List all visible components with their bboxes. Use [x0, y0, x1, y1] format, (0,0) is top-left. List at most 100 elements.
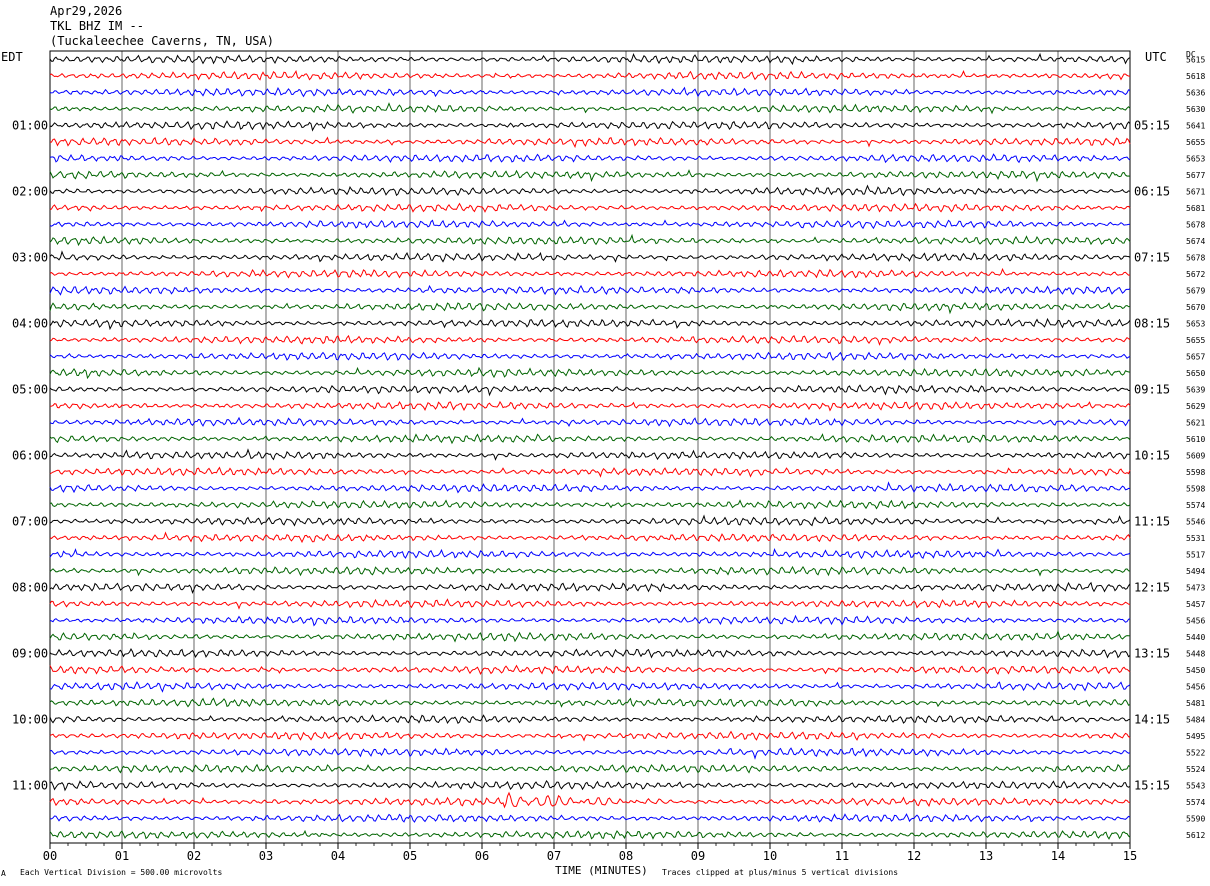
trace-row: [49, 614, 1131, 627]
trace-row: [49, 384, 1130, 397]
trace-row: [50, 136, 1131, 149]
dc-offset-label: 5494: [1186, 567, 1205, 576]
x-tick-label: 07: [547, 849, 561, 863]
right-hour-label: 08:15: [1134, 316, 1170, 330]
x-tick-label: 01: [115, 849, 129, 863]
trace-row: [49, 629, 1131, 643]
right-hour-label: 15:15: [1134, 778, 1170, 792]
trace-row: [49, 184, 1131, 197]
dc-offset-label: 5484: [1186, 715, 1205, 724]
dc-offset-label: 5524: [1186, 765, 1205, 774]
dc-offset-label: 5609: [1186, 451, 1205, 460]
trace-row: [49, 664, 1131, 676]
dc-offset-label: 5650: [1186, 369, 1205, 378]
trace-row: [49, 102, 1131, 115]
trace-row: [49, 514, 1131, 527]
dc-offset-label: 5590: [1186, 814, 1205, 823]
dc-offset-label: 5610: [1186, 435, 1205, 444]
x-tick-label: 10: [763, 849, 777, 863]
trace-row: [49, 284, 1131, 296]
x-tick-label: 12: [907, 849, 921, 863]
x-tick-label: 14: [1051, 849, 1065, 863]
dc-offset-label: 5681: [1186, 204, 1205, 213]
left-hour-label: 07:00: [12, 514, 48, 528]
trace-row: [49, 763, 1131, 774]
trace-row: [49, 466, 1131, 478]
station-location: (Tuckaleechee Caverns, TN, USA): [50, 34, 274, 48]
local-timezone-label: EDT: [1, 50, 23, 64]
dc-offset-label: 5598: [1186, 484, 1205, 493]
x-tick-label: 04: [331, 849, 345, 863]
dc-offset-label: 5629: [1186, 402, 1205, 411]
trace-row: [49, 69, 1131, 81]
dc-offset-label: 5657: [1186, 352, 1205, 361]
trace-row: [49, 86, 1131, 98]
trace-row: [49, 433, 1131, 445]
dc-offset-label: 5636: [1186, 88, 1205, 97]
left-hour-label: 10:00: [12, 712, 48, 726]
right-hour-label: 05:15: [1134, 118, 1170, 132]
x-tick-label: 08: [619, 849, 633, 863]
x-tick-label: 11: [835, 849, 849, 863]
trace-row: [49, 565, 1131, 577]
dc-offset-label: 5672: [1186, 270, 1205, 279]
dc-offset-label: 5473: [1186, 583, 1205, 592]
dc-offset-label: 5653: [1186, 319, 1205, 328]
dc-offset-label: 5621: [1186, 418, 1205, 427]
right-hour-label: 06:15: [1134, 184, 1170, 198]
dc-offset-label: 5677: [1186, 171, 1205, 180]
dc-offset-label: 5641: [1186, 121, 1205, 130]
right-hour-label: 07:15: [1134, 250, 1170, 264]
left-hour-label: 06:00: [12, 448, 48, 462]
x-tick-label: 02: [187, 849, 201, 863]
station-code: TKL BHZ IM --: [50, 19, 144, 33]
trace-row: [49, 548, 1131, 560]
trace-row: [49, 52, 1131, 66]
trace-row: [49, 829, 1131, 840]
trace-row: [49, 202, 1131, 213]
trace-row: [49, 219, 1131, 230]
dc-offset-label: 5531: [1186, 534, 1205, 543]
dc-offset-label: 5671: [1186, 187, 1205, 196]
x-tick-label: 03: [259, 849, 273, 863]
trace-row: [49, 791, 1131, 809]
trace-row: [49, 169, 1131, 183]
left-hour-label: 11:00: [12, 778, 48, 792]
trace-row: [49, 598, 1131, 610]
x-tick-label: 00: [43, 849, 57, 863]
x-tick-label: 09: [691, 849, 705, 863]
trace-row: [49, 400, 1131, 412]
x-tick-label: 13: [979, 849, 993, 863]
dc-offset-label: 5574: [1186, 501, 1205, 510]
plot-date: Apr29,2026: [50, 4, 123, 18]
clip-note: Traces clipped at plus/minus 5 vertical …: [662, 868, 899, 877]
dc-offset-label: 5615: [1186, 55, 1205, 64]
dc-offset-label: 5612: [1186, 831, 1205, 840]
dc-offset-label: 5450: [1186, 666, 1205, 675]
left-hour-label: 08:00: [12, 580, 48, 594]
left-hour-label: 04:00: [12, 316, 48, 330]
trace-row: [49, 267, 1131, 279]
trace-row: [49, 681, 1131, 693]
x-tick-label: 15: [1123, 849, 1137, 863]
dc-offset-label: 5598: [1186, 468, 1205, 477]
left-hour-label: 03:00: [12, 250, 48, 264]
right-hour-label: 09:15: [1134, 382, 1170, 396]
dc-offset-label: 5456: [1186, 682, 1205, 691]
dc-offset-label: 5678: [1186, 220, 1205, 229]
trace-row: [49, 448, 1131, 461]
x-tick-label: 06: [475, 849, 489, 863]
right-hour-label: 14:15: [1134, 712, 1170, 726]
right-hour-label: 12:15: [1134, 580, 1170, 594]
dc-offset-label: 5674: [1186, 237, 1205, 246]
trace-row: [49, 714, 1131, 725]
dc-offset-label: 5679: [1186, 286, 1205, 295]
dc-offset-label: 5522: [1186, 748, 1205, 757]
dc-offset-label: 5618: [1186, 72, 1205, 81]
left-hour-label: 01:00: [12, 118, 48, 132]
dc-offset-label: 5481: [1186, 699, 1205, 708]
corner-mark: A: [1, 869, 6, 878]
trace-row: [49, 648, 1131, 659]
trace-row: [49, 779, 1131, 792]
trace-row: [49, 334, 1131, 346]
